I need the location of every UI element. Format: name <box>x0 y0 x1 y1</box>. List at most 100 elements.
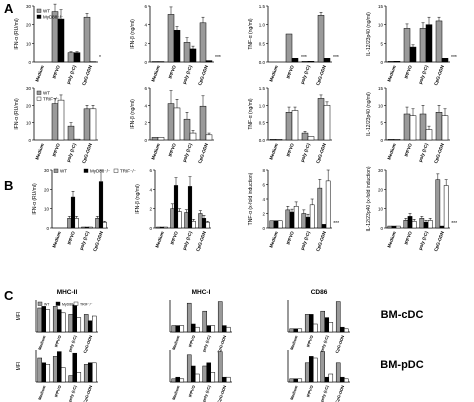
bar <box>226 376 231 383</box>
x-tick-label: poly (I:C) <box>418 142 430 163</box>
y-tick-label: 6 <box>144 4 147 9</box>
bar <box>419 218 425 229</box>
bar <box>221 325 227 333</box>
chart-A6: 0 2 4 6 IFN-β (ng/ml) Medium IPPVO poly (I:C) Cp… <box>130 86 214 164</box>
bar <box>297 378 303 383</box>
y-tick-label: 20 <box>26 103 32 108</box>
x-tick-label: IPPVO <box>168 64 178 79</box>
bar <box>95 218 100 229</box>
x-tick-label: Medium <box>268 143 279 161</box>
y-tick-label: 4 <box>144 23 147 28</box>
bar <box>324 376 330 383</box>
bar <box>387 225 393 229</box>
bar <box>419 113 427 141</box>
x-tick-label: CpG-ODN <box>82 385 93 402</box>
y-axis-label: IFN-β (ng/ml) <box>130 19 136 49</box>
x-tick-label: poly (I:C) <box>66 64 78 85</box>
x-tick-label: Medium <box>154 231 165 249</box>
bar <box>289 211 295 229</box>
x-tick-label: poly (I:C) <box>319 334 330 353</box>
legend-swatch <box>73 301 79 306</box>
x-tick-label: Medium <box>37 334 47 350</box>
bar <box>427 220 433 229</box>
y-tick-label: 10 <box>26 121 32 126</box>
x-tick-label: Medium <box>171 384 181 400</box>
x-tick-label: Medium <box>34 143 45 161</box>
legend-swatch <box>113 168 119 173</box>
bar <box>435 20 443 63</box>
legend-label: WT <box>60 168 67 173</box>
chart-B4: 0 10 20 30 IL-12/23p40 (x-fold induction) Med… <box>366 166 457 252</box>
bar <box>41 362 47 383</box>
bar <box>70 196 76 229</box>
bar <box>156 226 161 229</box>
x-tick-label: poly (I:C) <box>182 230 194 251</box>
chart-A3: 0.0 0.5 1.0 1.5 TNF-α (ng/ml) Medium IPPVO *** p… <box>248 4 339 86</box>
x-tick-label: CpG-ODN <box>81 143 93 164</box>
x-tick-label: CpG-ODN <box>433 65 445 86</box>
chart-C5: Medium IPPVO poly (I:C) CpG-ODN <box>169 350 232 402</box>
legend-swatch <box>36 96 42 101</box>
bar <box>210 325 216 333</box>
bar <box>92 362 97 383</box>
bar <box>83 16 91 63</box>
bar <box>301 61 309 63</box>
chart-C1: MFI MHC-II Medium IPPVO poly (I:C) CpG-ODN WT M… <box>16 289 423 354</box>
x-tick-label: Medium <box>268 231 279 249</box>
bar <box>171 378 176 383</box>
y-tick-label: 0.0 <box>259 138 266 143</box>
bar <box>88 226 93 229</box>
legend-label: WT <box>44 302 50 306</box>
x-tick-label: CpG-ODN <box>216 335 227 354</box>
chart-A1: 0 10 20 30 IFN-α (RU/ml) Medium IPPVO poly (I:C… <box>14 3 101 86</box>
bar <box>67 218 72 229</box>
y-tick-label: 0 <box>144 60 147 65</box>
bar <box>308 356 314 383</box>
legend-swatch <box>53 168 59 173</box>
bar <box>56 309 62 333</box>
y-tick-label: 0.5 <box>259 41 266 46</box>
bar <box>157 137 165 141</box>
x-tick-label: poly (I:C) <box>67 334 78 353</box>
legend-swatch <box>36 8 42 13</box>
bar <box>275 139 283 141</box>
x-tick-label: CpG-ODN <box>315 231 327 252</box>
bar <box>179 325 185 333</box>
bar <box>301 132 309 141</box>
bar <box>425 129 433 141</box>
x-tick-label: IPPVO <box>53 385 62 398</box>
x-tick-label: CpG-ODN <box>195 231 207 252</box>
bar <box>183 118 191 141</box>
row-label: BM-pDC <box>380 359 423 371</box>
bar <box>321 224 327 229</box>
bar <box>61 367 66 383</box>
y-tick-label: 6 <box>262 183 265 188</box>
y-axis-label: TNF-α (x-fold induction) <box>248 172 254 225</box>
bar <box>72 304 78 333</box>
bar <box>52 306 58 333</box>
y-tick-label: 6 <box>149 168 152 173</box>
significance-marker: * <box>99 55 101 61</box>
bar <box>191 220 196 229</box>
x-tick-label: CpG-ODN <box>197 143 209 164</box>
x-tick-label: poly (I:C) <box>300 142 312 163</box>
bar <box>285 112 293 141</box>
bar <box>167 103 175 141</box>
bar <box>339 376 345 383</box>
bar <box>309 204 315 229</box>
y-tick-label: 0 <box>262 226 265 231</box>
y-tick-label: 2 <box>149 207 152 212</box>
bar <box>387 61 395 63</box>
bar <box>102 221 107 229</box>
bar <box>76 317 82 333</box>
bar <box>177 211 182 229</box>
y-tick-label: 2 <box>262 212 265 217</box>
bar <box>45 364 51 383</box>
x-tick-label: Medium <box>150 65 161 83</box>
x-tick-label: CpG-ODN <box>197 65 209 86</box>
x-tick-label: CpG-ODN <box>92 231 104 252</box>
bar <box>291 110 299 141</box>
y-tick-label: 2 <box>144 41 147 46</box>
bar <box>189 132 197 141</box>
legend-swatch <box>55 301 61 306</box>
